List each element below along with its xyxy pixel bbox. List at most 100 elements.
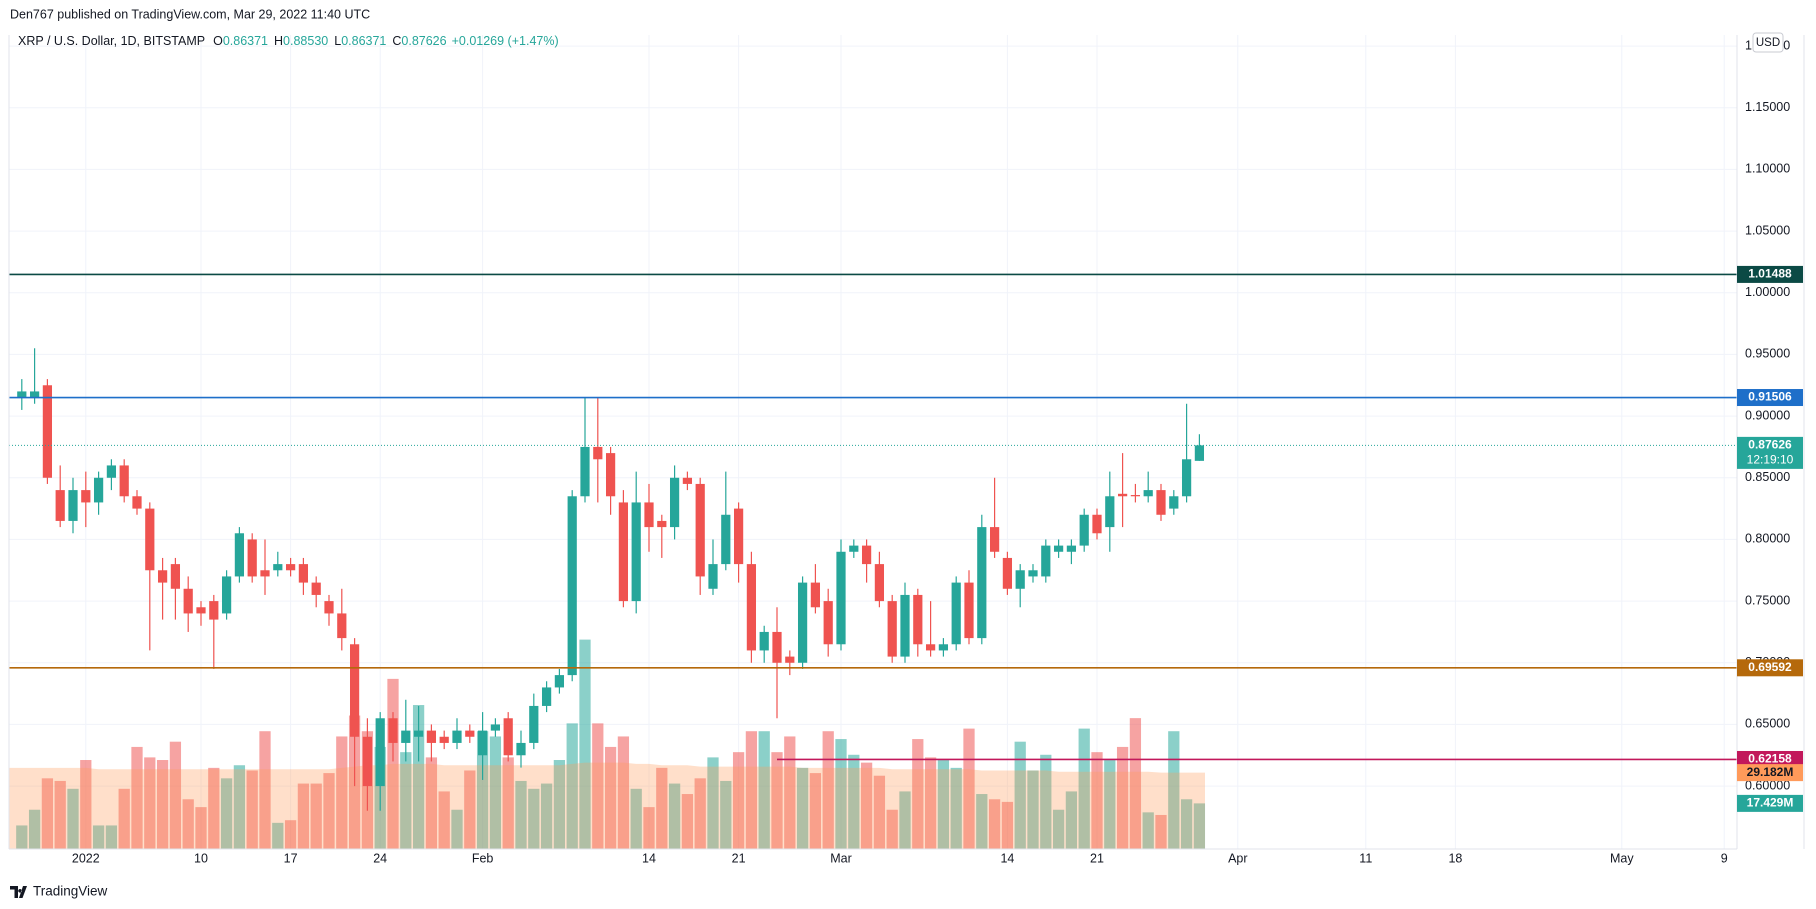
volume-bar <box>873 775 886 849</box>
volume-bar <box>195 807 207 849</box>
volume-pane <box>9 639 1206 849</box>
candle-body <box>810 582 821 608</box>
candle-body <box>913 594 923 645</box>
candle-body <box>170 564 181 589</box>
candle-body <box>772 631 782 663</box>
candle-body <box>119 465 129 497</box>
volume-bar <box>80 760 92 849</box>
candle-body <box>145 508 155 571</box>
volume-bar <box>630 788 642 849</box>
candle-pane <box>17 348 1205 811</box>
volume-bar <box>937 760 950 849</box>
candle-body <box>1092 514 1102 534</box>
candle-body <box>285 564 296 571</box>
volume-bar <box>592 723 604 849</box>
candle-body <box>452 730 462 743</box>
symbol-legend: XRP / U.S. Dollar, 1D, BITSTAMP O0.86371 H… <box>18 34 559 48</box>
candle-body <box>1015 570 1025 589</box>
x-tick-label: Mar <box>830 851 852 865</box>
volume-bar <box>899 791 911 849</box>
x-tick-label: 9 <box>1721 851 1728 865</box>
x-tick-label: 24 <box>373 851 387 865</box>
volume-bar <box>310 783 322 849</box>
volume-bar <box>182 799 194 849</box>
legend-value: 0.88530 <box>283 34 328 48</box>
volume-ma-tag-box <box>1737 764 1803 782</box>
volume-bar <box>425 757 438 849</box>
volume-bar <box>656 767 668 849</box>
y-tick-label: 1.05000 <box>1745 223 1790 237</box>
volume-bar <box>963 728 975 849</box>
volume-bar <box>297 783 310 849</box>
volume-bar <box>156 760 169 849</box>
volume-bar <box>707 757 719 849</box>
volume-tag-box <box>1737 794 1803 812</box>
volume-bar <box>1091 752 1103 849</box>
candle-body <box>989 527 1000 552</box>
candle-body <box>516 742 526 756</box>
level-tag-box <box>1737 265 1803 283</box>
volume-bar <box>668 783 681 849</box>
volume-bar <box>28 809 41 849</box>
volume-bar <box>758 731 770 849</box>
y-tick-label: 1.00000 <box>1745 285 1790 299</box>
x-tick-label: 17 <box>284 851 298 865</box>
x-tick-label: 18 <box>1448 851 1462 865</box>
y-tick-label: 0.85000 <box>1745 470 1790 484</box>
volume-bar <box>1001 801 1014 849</box>
volume-bar <box>1168 731 1180 849</box>
candle-body <box>81 490 91 503</box>
candle-body <box>106 465 117 478</box>
candle-body <box>1053 545 1064 552</box>
x-tick-label: 2022 <box>72 851 100 865</box>
volume-bar <box>720 780 732 849</box>
countdown-text: 12:19:10 <box>1747 453 1794 467</box>
level-tag-text: 0.69592 <box>1748 660 1792 674</box>
candle-body <box>426 730 437 743</box>
legend-value: 0.86371 <box>341 34 386 48</box>
last-price-text: 0.87626 <box>1748 438 1792 452</box>
candle-body <box>644 502 654 528</box>
currency-box[interactable] <box>1752 32 1784 53</box>
volume-bar <box>771 752 783 849</box>
volume-bar <box>1129 718 1142 849</box>
volume-bar <box>604 746 617 849</box>
volume-bar <box>438 791 450 849</box>
volume-bar <box>860 762 873 849</box>
volume-bar <box>246 770 258 849</box>
legend-key: C <box>392 34 401 48</box>
candle-body <box>68 490 78 521</box>
candle-body <box>618 502 629 602</box>
currency-label[interactable]: USD <box>1756 37 1780 49</box>
level-tag-text: 0.91506 <box>1748 390 1792 404</box>
candle-body <box>388 718 398 743</box>
candle-body <box>490 724 501 731</box>
price-tags: 1.01488 0.91506 0.69592 0.62158 0.8762612:19… <box>1737 265 1803 812</box>
candle-body <box>887 601 897 657</box>
volume-bar <box>1014 741 1026 849</box>
candle-body <box>42 385 53 478</box>
volume-bar <box>476 731 489 849</box>
candle-body <box>1028 570 1038 577</box>
volume-bar <box>464 770 476 849</box>
candle-body <box>29 391 40 398</box>
volume-ma-tag-text: 29.182M <box>1747 765 1794 779</box>
logo-mark <box>10 886 27 898</box>
volume-bar <box>67 788 79 849</box>
volume-bar <box>1116 746 1129 849</box>
legend-value: 0.87626 <box>401 34 446 48</box>
y-tick-label: 0.90000 <box>1745 408 1790 422</box>
candle-body <box>861 545 872 565</box>
candle-body <box>209 601 219 620</box>
volume-bar <box>1180 799 1193 849</box>
volume-bar <box>528 788 540 849</box>
candle-body <box>1143 490 1153 497</box>
volume-bar <box>988 799 1001 849</box>
candle-body <box>93 477 104 503</box>
axes: 2022 10 17 24 Feb 14 21 Mar 14 21 Apr 11 18 May 9 0.600… <box>72 38 1790 865</box>
volume-bar <box>220 778 233 849</box>
x-tick-label: May <box>1610 851 1634 865</box>
